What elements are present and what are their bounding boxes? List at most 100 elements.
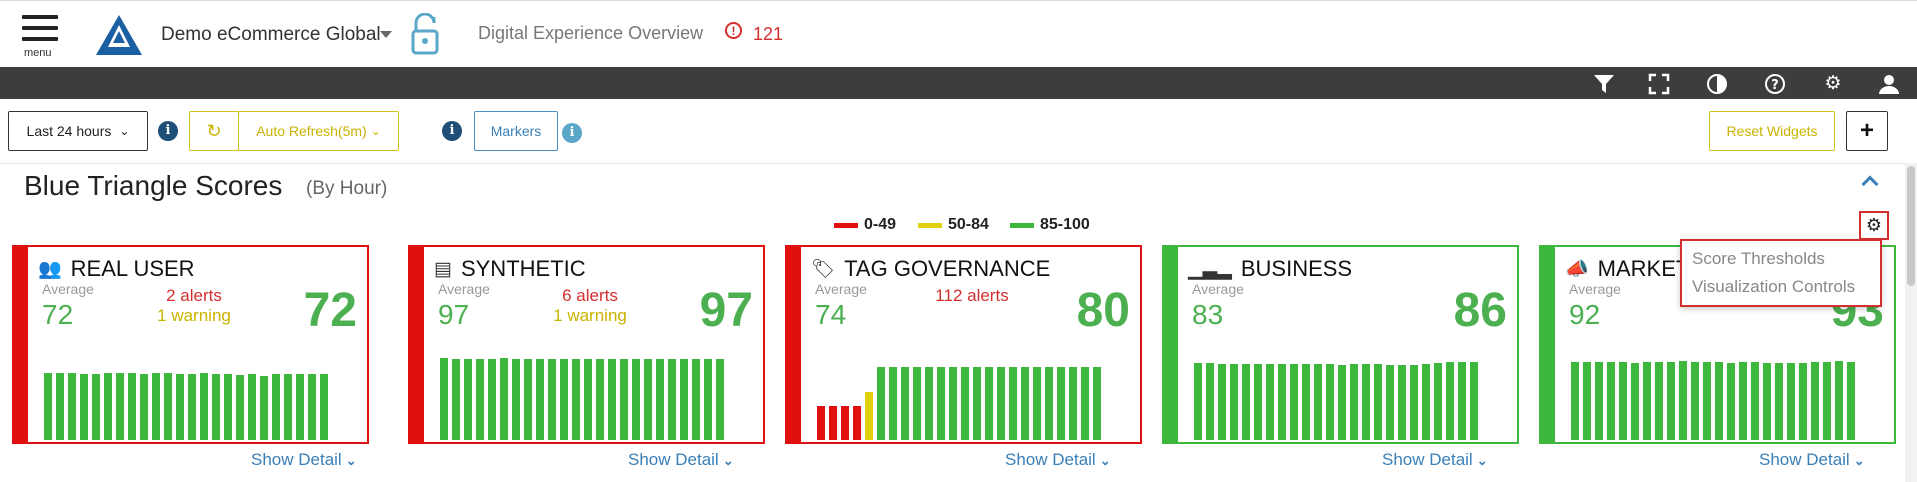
score-bar[interactable] <box>608 359 616 440</box>
score-bar[interactable] <box>949 367 957 440</box>
score-bar[interactable] <box>889 367 897 440</box>
score-bar[interactable] <box>1703 362 1711 440</box>
score-bar[interactable] <box>925 367 933 440</box>
score-bar[interactable] <box>1619 362 1627 440</box>
help-icon[interactable]: ? <box>1764 73 1786 95</box>
score-bar[interactable] <box>1787 363 1795 440</box>
widget-settings-gear-icon[interactable]: ⚙ <box>1859 211 1889 240</box>
score-bar[interactable] <box>1314 364 1322 440</box>
score-bar[interactable] <box>56 373 64 440</box>
score-bar[interactable] <box>865 392 873 440</box>
score-bar[interactable] <box>272 374 280 440</box>
score-bar[interactable] <box>452 359 460 440</box>
score-bar[interactable] <box>236 375 244 440</box>
score-bar[interactable] <box>680 359 688 440</box>
time-range-select[interactable]: Last 24 hours ⌄ <box>8 111 148 151</box>
score-bar[interactable] <box>200 373 208 440</box>
score-bar[interactable] <box>1009 367 1017 440</box>
score-bar[interactable] <box>985 367 993 440</box>
scrollbar-thumb[interactable] <box>1907 166 1915 286</box>
score-bar[interactable] <box>128 373 136 440</box>
menu-item-score-thresholds[interactable]: Score Thresholds <box>1692 249 1825 268</box>
settings-icon[interactable]: ⚙ <box>1824 73 1842 94</box>
alert-icon[interactable]: ! <box>725 22 742 39</box>
score-bar[interactable] <box>1338 365 1346 440</box>
score-bar[interactable] <box>1643 362 1651 440</box>
score-bar[interactable] <box>596 359 604 440</box>
score-bar[interactable] <box>1057 367 1065 440</box>
score-bar[interactable] <box>829 406 837 440</box>
score-bar[interactable] <box>476 359 484 440</box>
score-bar[interactable] <box>1799 363 1807 440</box>
score-card[interactable]: 👥 REAL USER Average 72 2 alerts 1 warning 72 <box>12 245 369 444</box>
score-bar[interactable] <box>224 374 232 440</box>
score-bar[interactable] <box>512 359 520 440</box>
score-bar[interactable] <box>656 359 664 440</box>
reset-widgets-button[interactable]: Reset Widgets <box>1709 111 1835 151</box>
score-bar[interactable] <box>937 367 945 440</box>
show-detail-link[interactable]: Show Detail ⌄ <box>1005 450 1111 470</box>
score-bar[interactable] <box>1595 362 1603 440</box>
score-bar[interactable] <box>92 374 100 440</box>
hamburger-icon[interactable] <box>22 15 58 48</box>
score-bar[interactable] <box>1727 363 1735 440</box>
score-bar[interactable] <box>1583 362 1591 440</box>
score-bar[interactable] <box>1362 364 1370 440</box>
score-bar[interactable] <box>1458 362 1466 440</box>
score-bar[interactable] <box>1266 364 1274 440</box>
info-icon[interactable]: i <box>442 121 462 141</box>
score-bar[interactable] <box>1751 362 1759 440</box>
show-detail-link[interactable]: Show Detail ⌄ <box>628 450 734 470</box>
score-bar[interactable] <box>1326 364 1334 440</box>
score-bar[interactable] <box>572 359 580 440</box>
score-bar[interactable] <box>1835 361 1843 440</box>
score-bar[interactable] <box>1631 363 1639 440</box>
add-widget-button[interactable]: + <box>1846 111 1888 151</box>
logo-icon[interactable] <box>96 15 142 60</box>
score-bar[interactable] <box>284 374 292 440</box>
score-bar[interactable] <box>1290 364 1298 440</box>
score-bar[interactable] <box>296 374 304 440</box>
score-bar[interactable] <box>248 374 256 440</box>
score-bar[interactable] <box>632 359 640 440</box>
score-bar[interactable] <box>44 373 52 440</box>
score-card[interactable]: 🏷 TAG GOVERNANCE Average 74 112 alerts 80 <box>785 245 1142 444</box>
score-bar[interactable] <box>1242 364 1250 440</box>
score-bar[interactable] <box>140 374 148 440</box>
warnings-count[interactable]: 1 warning <box>553 306 627 325</box>
score-bar[interactable] <box>1655 362 1663 440</box>
score-bar[interactable] <box>524 359 532 440</box>
score-bar[interactable] <box>164 373 172 440</box>
score-bar[interactable] <box>1571 362 1579 440</box>
score-bar[interactable] <box>1218 364 1226 440</box>
alerts-count[interactable]: 6 alerts <box>562 286 618 305</box>
score-bar[interactable] <box>1081 367 1089 440</box>
score-bar[interactable] <box>1278 364 1286 440</box>
score-bar[interactable] <box>997 367 1005 440</box>
score-bar[interactable] <box>464 359 472 440</box>
score-bar[interactable] <box>500 358 508 440</box>
score-bar[interactable] <box>877 367 885 440</box>
score-bar[interactable] <box>1045 367 1053 440</box>
score-bar[interactable] <box>1715 362 1723 440</box>
alerts-count[interactable]: 112 alerts <box>935 286 1009 305</box>
score-bar[interactable] <box>1775 363 1783 440</box>
menu-label[interactable]: menu <box>24 47 52 59</box>
info-icon[interactable]: i <box>158 121 178 141</box>
score-bar[interactable] <box>1194 363 1202 440</box>
show-detail-link[interactable]: Show Detail ⌄ <box>251 450 357 470</box>
score-bar[interactable] <box>961 367 969 440</box>
score-bar[interactable] <box>901 367 909 440</box>
fullscreen-icon[interactable] <box>1648 73 1670 95</box>
app-title[interactable]: Demo eCommerce Global <box>161 24 381 45</box>
score-bar[interactable] <box>841 406 849 440</box>
score-bar[interactable] <box>104 373 112 440</box>
score-bar[interactable] <box>704 359 712 440</box>
score-bar[interactable] <box>320 374 328 440</box>
score-bar[interactable] <box>1302 364 1310 440</box>
score-bar[interactable] <box>1386 365 1394 440</box>
score-bar[interactable] <box>152 373 160 440</box>
app-dropdown-caret-icon[interactable] <box>380 31 392 38</box>
score-bar[interactable] <box>1350 364 1358 440</box>
score-bar[interactable] <box>913 367 921 440</box>
